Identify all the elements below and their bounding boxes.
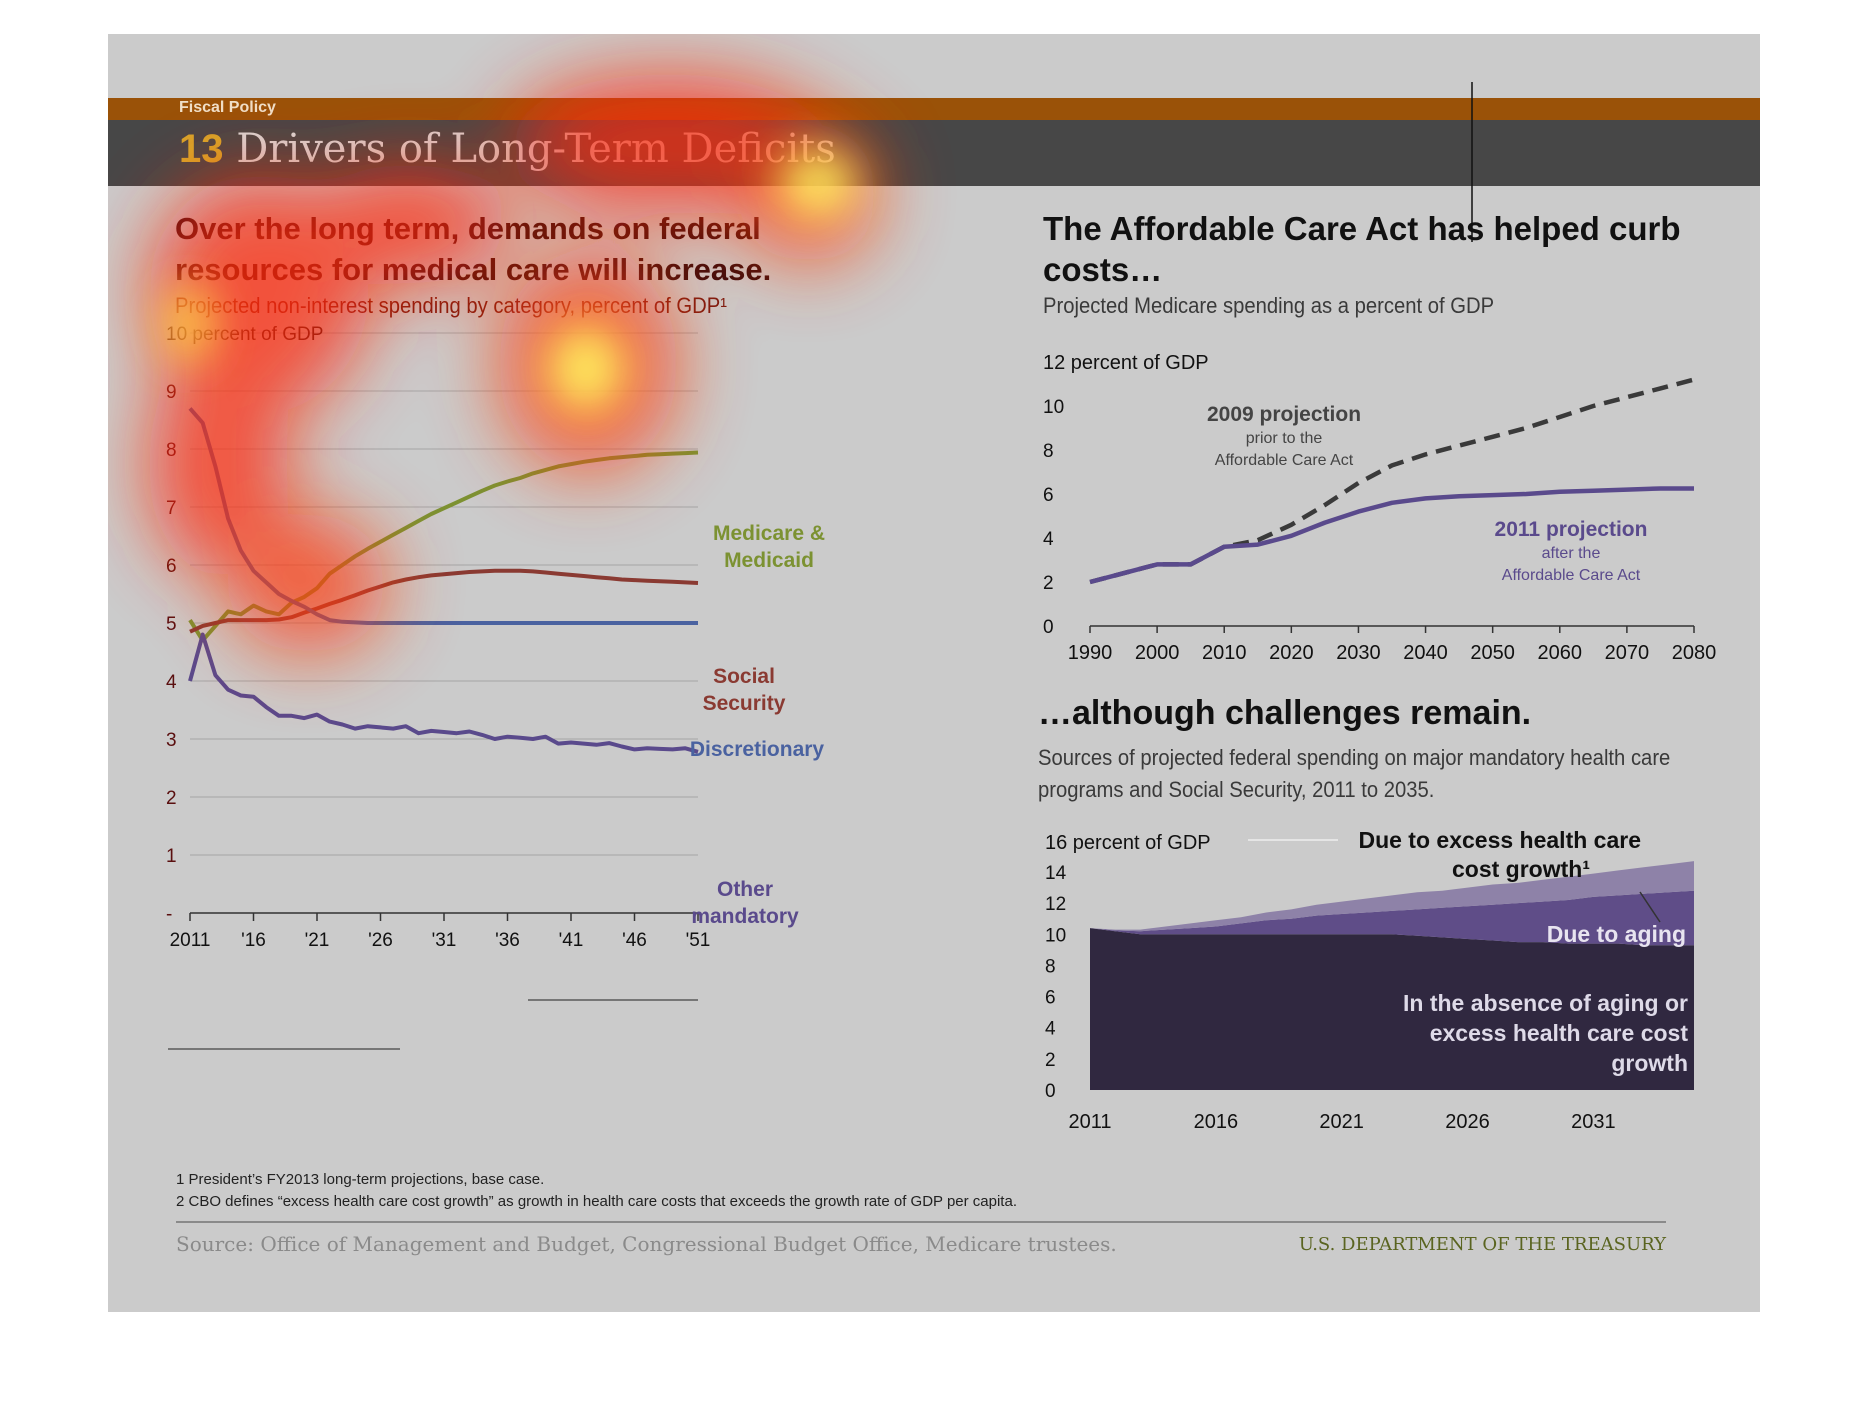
top-chart-series-line-proj2009: [1089, 377, 1695, 585]
top-chart-y-axis-label: 12 percent of GDP: [1043, 352, 1209, 374]
top-chart-series-label-proj2009: 2009 projection: [1207, 403, 1361, 426]
left-chart-series-label-social_security: Security: [703, 692, 786, 715]
left-chart-series-label-other_mandatory: mandatory: [691, 905, 799, 928]
footnote-2: 2 CBO defines “excess health care cost g…: [176, 1193, 1017, 1210]
bottom-chart-x-tick-label: 2011: [1068, 1111, 1111, 1133]
top-chart-x-tick-label: 2080: [1672, 642, 1717, 664]
footnote-1: 1 President’s FY2013 long-term projectio…: [176, 1171, 545, 1188]
left-chart-series-label-medicare: Medicaid: [724, 549, 814, 572]
top-chart-y-tick-label: 4: [1043, 529, 1054, 550]
left-chart-y-tick-label: 2: [166, 788, 177, 809]
top-chart-x-tick-label: 2070: [1605, 642, 1650, 664]
top-chart-series-label-proj2011: after the: [1542, 545, 1601, 562]
right-top-headline: The Affordable Care Act has helped curb …: [1043, 210, 1681, 288]
top-chart-y-tick-label: 10: [1043, 397, 1064, 418]
top-chart-x-tick-label: 2010: [1202, 642, 1247, 664]
top-chart-y-tick-label: 8: [1043, 441, 1054, 462]
left-chart-y-tick-label: 6: [166, 556, 177, 577]
bottom-chart-series-label-area_excess: cost growth¹: [1452, 856, 1590, 882]
left-chart-series-label-discretionary: Discretionary: [690, 738, 825, 761]
charts-canvas: 10 percent of GDP-1234567892011'16'21'26…: [166, 82, 1717, 1133]
bottom-chart-area-area_excess: [1090, 861, 1694, 932]
bottom-chart-x-tick-label: 2026: [1445, 1111, 1490, 1133]
left-chart-y-tick-label: 8: [166, 440, 177, 461]
top-chart-x-tick-label: 2060: [1538, 642, 1583, 664]
top-chart-y-tick-label: 6: [1043, 485, 1054, 506]
section-label: Fiscal Policy: [179, 99, 276, 116]
left-chart-series-line-discretionary: [188, 407, 698, 625]
top-chart-y-tick-label: 0: [1043, 617, 1054, 638]
right-bottom-headline: …although challenges remain.: [1038, 694, 1532, 732]
bottom-chart-x-tick-label: 2016: [1194, 1111, 1239, 1133]
top-chart-series-label-proj2011: Affordable Care Act: [1502, 567, 1641, 584]
left-chart-series-line-other_mandatory: [188, 632, 699, 754]
left-chart-series-label-other_mandatory: Other: [717, 878, 773, 901]
left-chart-x-tick-label: '46: [622, 930, 647, 951]
left-chart-y-tick-label: -: [166, 904, 172, 925]
left-chart-series-label-social_security: Social: [713, 665, 775, 688]
top-chart-series-line-proj2011: [1089, 486, 1694, 585]
bottom-chart-series-label-area_excess: Due to excess health care: [1358, 827, 1641, 853]
top-chart-x-tick-label: 2020: [1269, 642, 1314, 664]
bottom-chart-y-tick-label: 2: [1045, 1050, 1056, 1071]
bottom-chart-y-axis-label: 16 percent of GDP: [1045, 832, 1211, 854]
left-chart-y-tick-label: 1: [166, 846, 177, 867]
left-chart-y-tick-label: 3: [166, 730, 177, 751]
left-chart-x-tick-label: '31: [432, 930, 457, 951]
left-chart-y-tick-label: 7: [166, 498, 177, 519]
left-chart-x-tick-label: '26: [368, 930, 393, 951]
left-chart-x-tick-label: '21: [305, 930, 330, 951]
bottom-chart-series-label-area_aging: Due to aging: [1547, 921, 1686, 947]
footer-rule: [176, 1221, 1666, 1223]
top-chart-series-label-proj2011: 2011 projection: [1495, 518, 1648, 541]
top-chart-x-tick-label: 2000: [1135, 642, 1180, 664]
bottom-chart-y-tick-label: 6: [1045, 988, 1056, 1009]
top-chart-y-tick-label: 2: [1043, 573, 1054, 594]
bottom-chart-annotation-leader: [1639, 891, 1661, 923]
top-chart-series-label-proj2009: prior to the: [1246, 430, 1323, 447]
bottom-chart-y-tick-label: 14: [1045, 863, 1067, 884]
bottom-chart-area-area_base: [1090, 928, 1694, 1090]
top-chart-x-tick-label: 2050: [1470, 642, 1515, 664]
left-chart-x-tick-label: '16: [241, 930, 266, 951]
organization-name: U.S. DEPARTMENT OF THE TREASURY: [1298, 1234, 1666, 1255]
bottom-chart-y-tick-label: 0: [1045, 1081, 1056, 1102]
left-chart-y-tick-label: 4: [166, 672, 177, 693]
right-bottom-subtitle: Sources of projected federal spending on…: [1038, 745, 1671, 802]
slide: Fiscal Policy 13 Drivers of Long-Term De…: [108, 34, 1760, 1312]
left-chart-x-tick-label: '51: [686, 930, 711, 951]
bottom-chart-y-tick-label: 10: [1045, 925, 1066, 946]
top-chart-x-tick-label: 1990: [1068, 642, 1113, 664]
right-top-subtitle: Projected Medicare spending as a percent…: [1043, 293, 1495, 318]
bottom-chart-y-tick-label: 12: [1045, 894, 1066, 915]
left-chart-series-line-medicare: [188, 450, 699, 643]
top-chart-x-tick-label: 2030: [1336, 642, 1381, 664]
bottom-chart-y-tick-label: 8: [1045, 956, 1056, 977]
left-chart-x-tick-label: '36: [495, 930, 520, 951]
bottom-chart-y-tick-label: 4: [1045, 1019, 1056, 1040]
bottom-chart-series-label-area_base: In the absence of aging or: [1403, 990, 1688, 1016]
bottom-chart-area-area_aging: [1090, 890, 1694, 946]
left-chart-y-tick-label: 5: [166, 614, 177, 635]
top-chart-x-tick-label: 2040: [1403, 642, 1448, 664]
bottom-chart-x-tick-label: 2021: [1319, 1111, 1364, 1133]
left-chart-y-axis-label: 10 percent of GDP: [166, 324, 323, 345]
bottom-chart-x-tick-label: 2031: [1571, 1111, 1616, 1133]
left-chart-series-label-medicare: Medicare &: [713, 522, 825, 545]
bottom-chart-series-label-area_base: excess health care cost: [1430, 1020, 1689, 1046]
top-chart-series-label-proj2009: Affordable Care Act: [1215, 452, 1354, 469]
left-chart-y-tick-label: 9: [166, 382, 177, 403]
left-chart-x-tick-label: '41: [559, 930, 584, 951]
source-note: Source: Office of Management and Budget,…: [176, 1232, 1117, 1256]
slide-number: 13: [179, 127, 224, 171]
bottom-chart-series-label-area_base: growth: [1611, 1050, 1688, 1076]
left-chart-x-tick-label: 2011: [170, 930, 211, 951]
